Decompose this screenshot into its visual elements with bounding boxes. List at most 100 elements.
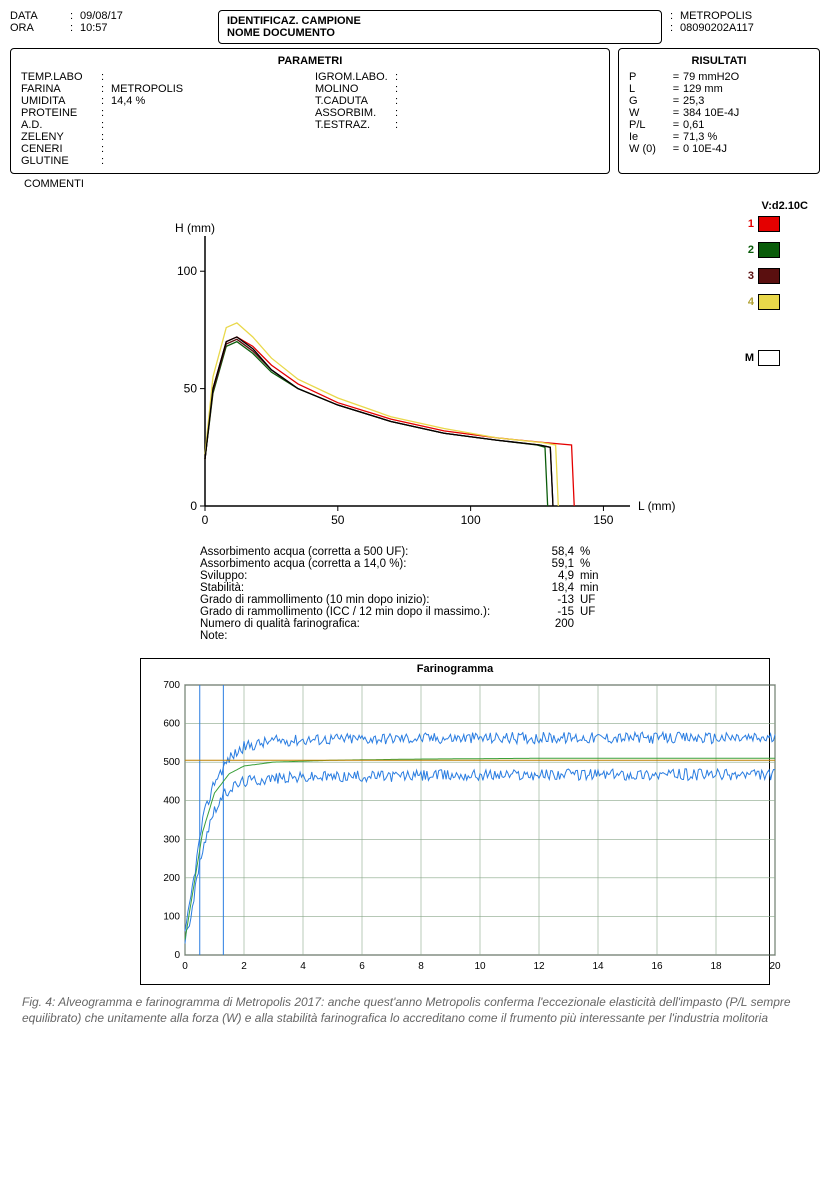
- mid-unit: min: [574, 570, 620, 582]
- result-row: G=25,3: [629, 95, 809, 107]
- param-label: T.ESTRAZ.: [315, 119, 395, 131]
- doc-name-label: NOME DOCUMENTO: [227, 27, 653, 39]
- mid-unit: UF: [574, 606, 620, 618]
- legend-swatch: [758, 294, 780, 310]
- version-text: V:d2.10C: [10, 200, 808, 212]
- svg-text:100: 100: [163, 911, 180, 922]
- param-label: MOLINO: [315, 83, 395, 95]
- mid-unit: [574, 618, 620, 630]
- param-col-left: TEMP.LABO:FARINA:METROPOLISUMIDITA:14,4 …: [21, 71, 305, 167]
- result-label: G: [629, 95, 669, 107]
- sample-id-value: METROPOLIS: [680, 10, 752, 22]
- param-row: TEMP.LABO:: [21, 71, 305, 83]
- legend-label: 1: [748, 218, 754, 230]
- legend-item: M: [730, 350, 780, 366]
- mid-value: 59,1: [524, 558, 574, 570]
- date-label: DATA: [10, 10, 70, 22]
- param-row: IGROM.LABO.:: [315, 71, 599, 83]
- farino-data-table: Assorbimento acqua (corretta a 500 UF):5…: [200, 546, 620, 642]
- result-value: 25,3: [683, 95, 704, 107]
- svg-text:0: 0: [202, 513, 209, 527]
- result-label: Ie: [629, 131, 669, 143]
- svg-text:8: 8: [418, 961, 424, 972]
- header-date-block: DATA:09/08/17 ORA:10:57: [10, 10, 210, 44]
- svg-text:L (mm): L (mm): [638, 499, 676, 513]
- svg-text:600: 600: [163, 719, 180, 730]
- mid-value: 18,4: [524, 582, 574, 594]
- date-value: 09/08/17: [80, 10, 123, 22]
- midtable-row: Sviluppo:4,9min: [200, 570, 620, 582]
- param-row: UMIDITA:14,4 %: [21, 95, 305, 107]
- param-label: CENERI: [21, 143, 101, 155]
- result-label: P/L: [629, 119, 669, 131]
- svg-text:12: 12: [533, 961, 545, 972]
- legend-item: 3: [730, 268, 780, 284]
- result-value: 384 10E-4J: [683, 107, 739, 119]
- result-value: 71,3 %: [683, 131, 717, 143]
- panels-row: PARAMETRI TEMP.LABO:FARINA:METROPOLISUMI…: [10, 48, 820, 174]
- legend-label: 4: [748, 296, 754, 308]
- result-row: L=129 mm: [629, 83, 809, 95]
- param-label: UMIDITA: [21, 95, 101, 107]
- param-label: ASSORBIM.: [315, 107, 395, 119]
- result-row: W=384 10E-4J: [629, 107, 809, 119]
- param-row: PROTEINE:: [21, 107, 305, 119]
- midtable-row: Note:: [200, 630, 620, 642]
- legend-label: M: [745, 352, 754, 364]
- midtable-row: Grado di rammollimento (10 min dopo iniz…: [200, 594, 620, 606]
- mid-value: 58,4: [524, 546, 574, 558]
- svg-text:0: 0: [174, 950, 180, 961]
- mid-unit: min: [574, 582, 620, 594]
- result-label: W: [629, 107, 669, 119]
- figure-caption: Fig. 4: Alveogramma e farinogramma di Me…: [22, 995, 808, 1026]
- farinogram-chart: 024681012141618200100200300400500600700: [145, 677, 785, 977]
- svg-text:700: 700: [163, 680, 180, 691]
- legend-item: 2: [730, 242, 780, 258]
- param-col-right: IGROM.LABO.:MOLINO:T.CADUTA:ASSORBIM.:T.…: [315, 71, 599, 167]
- svg-text:100: 100: [177, 264, 197, 278]
- svg-text:50: 50: [184, 382, 198, 396]
- doc-name-value: 08090202A117: [680, 22, 754, 34]
- svg-text:14: 14: [592, 961, 604, 972]
- farinogram-box: Farinogramma 024681012141618200100200300…: [140, 658, 770, 985]
- mid-unit: UF: [574, 594, 620, 606]
- mid-unit: %: [574, 546, 620, 558]
- mid-value: 200: [524, 618, 574, 630]
- result-value: 0,61: [683, 119, 704, 131]
- legend-swatch: [758, 216, 780, 232]
- legend-item: 1: [730, 216, 780, 232]
- midtable-row: Numero di qualità farinografica:200: [200, 618, 620, 630]
- alveogram-area: 050100050100150H (mm)L (mm) 1234M: [160, 216, 780, 536]
- result-label: W (0): [629, 143, 669, 155]
- mid-label: Assorbimento acqua (corretta a 500 UF):: [200, 546, 524, 558]
- mid-label: Assorbimento acqua (corretta a 14,0 %):: [200, 558, 524, 570]
- svg-text:300: 300: [163, 834, 180, 845]
- param-row: CENERI:: [21, 143, 305, 155]
- mid-label: Note:: [200, 630, 524, 642]
- result-value: 129 mm: [683, 83, 723, 95]
- result-label: L: [629, 83, 669, 95]
- svg-text:20: 20: [769, 961, 781, 972]
- param-row: A.D.:: [21, 119, 305, 131]
- param-label: ZELENY: [21, 131, 101, 143]
- farinogram-title: Farinogramma: [145, 663, 765, 675]
- header-id-values: :METROPOLIS :08090202A117: [670, 10, 820, 44]
- param-row: T.ESTRAZ.:: [315, 119, 599, 131]
- svg-text:0: 0: [190, 499, 197, 513]
- svg-text:200: 200: [163, 873, 180, 884]
- legend-item: 4: [730, 294, 780, 310]
- svg-text:4: 4: [300, 961, 306, 972]
- midtable-row: Assorbimento acqua (corretta a 500 UF):5…: [200, 546, 620, 558]
- svg-text:16: 16: [651, 961, 663, 972]
- legend-swatch: [758, 350, 780, 366]
- param-label: A.D.: [21, 119, 101, 131]
- parametri-title: PARAMETRI: [21, 55, 599, 67]
- mid-unit: %: [574, 558, 620, 570]
- svg-text:18: 18: [710, 961, 722, 972]
- param-row: FARINA:METROPOLIS: [21, 83, 305, 95]
- svg-text:10: 10: [474, 961, 486, 972]
- svg-text:2: 2: [241, 961, 247, 972]
- mid-label: Sviluppo:: [200, 570, 524, 582]
- svg-text:0: 0: [182, 961, 188, 972]
- parametri-panel: PARAMETRI TEMP.LABO:FARINA:METROPOLISUMI…: [10, 48, 610, 174]
